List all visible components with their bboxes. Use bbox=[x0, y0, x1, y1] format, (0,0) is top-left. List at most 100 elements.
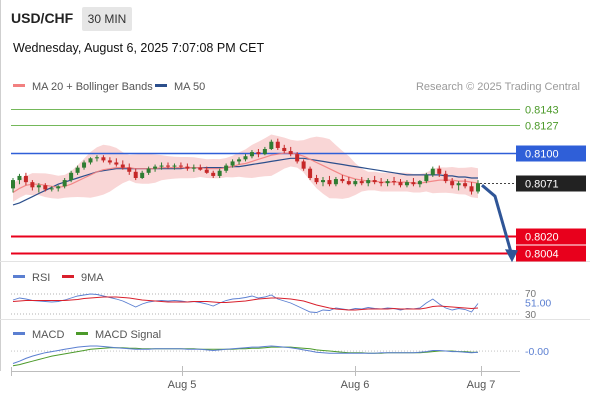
macd-current-value: -0.00 bbox=[525, 346, 549, 358]
candle-body-7 bbox=[56, 186, 61, 189]
candle-body-59 bbox=[392, 181, 397, 183]
candle-body-51 bbox=[340, 179, 345, 182]
candle-body-58 bbox=[385, 181, 390, 184]
candle-body-41 bbox=[275, 141, 280, 148]
level-tag-0.8071 bbox=[516, 175, 586, 192]
level-label-0.8020: 0.8020 bbox=[525, 232, 559, 244]
x-tick-label-0: Aug 5 bbox=[168, 379, 197, 391]
macd-line bbox=[12, 345, 479, 364]
rsi-legend-label: RSI bbox=[32, 272, 50, 284]
candle-body-19 bbox=[133, 171, 138, 178]
candle-body-70 bbox=[463, 183, 468, 187]
price-chart-legend: MA 20 + Bollinger Bands MA 50 Research © 2… bbox=[13, 81, 580, 93]
candle-body-55 bbox=[366, 180, 371, 184]
candle-body-67 bbox=[443, 173, 448, 182]
candle-body-10 bbox=[75, 167, 80, 173]
candle-body-45 bbox=[301, 161, 306, 169]
rsi-current-value: 51.00 bbox=[525, 298, 551, 310]
candle-body-31 bbox=[211, 172, 216, 176]
projection-arrow-head bbox=[505, 249, 518, 263]
legend-label-0: MA 20 + Bollinger Bands bbox=[32, 81, 153, 93]
candle-body-14 bbox=[101, 157, 106, 161]
legend-label-1: MA 50 bbox=[174, 81, 205, 93]
rsi-ma-legend-swatch bbox=[62, 275, 74, 278]
candle-body-62 bbox=[411, 182, 416, 185]
candle-body-6 bbox=[49, 188, 54, 190]
candle-body-11 bbox=[82, 162, 87, 168]
level-label-0.8071: 0.8071 bbox=[525, 179, 559, 191]
candle-body-30 bbox=[204, 169, 209, 173]
candle-body-27 bbox=[185, 166, 190, 169]
macd-signal-legend-swatch bbox=[76, 332, 88, 335]
projection-arrow-shaft bbox=[481, 184, 513, 253]
chart-credit: Research © 2025 Trading Central bbox=[416, 81, 580, 93]
level-tag-0.8100 bbox=[516, 145, 586, 162]
candle-body-8 bbox=[62, 180, 67, 187]
candle-body-56 bbox=[372, 180, 377, 183]
candle-body-49 bbox=[327, 180, 332, 185]
price-chart: 0.8143 0.8127 0.8100 0.8071 0.8020 0.8004 bbox=[11, 105, 586, 263]
candle-body-48 bbox=[321, 180, 325, 183]
candle-body-63 bbox=[417, 181, 422, 185]
candle-body-68 bbox=[450, 181, 455, 186]
candle-body-52 bbox=[346, 181, 351, 185]
macd-signal-legend-label: MACD Signal bbox=[95, 329, 161, 341]
level-label-0.8127: 0.8127 bbox=[525, 121, 559, 133]
candle-body-32 bbox=[217, 170, 222, 176]
legend-swatch-0 bbox=[13, 84, 25, 87]
bollinger-band bbox=[13, 134, 478, 202]
candle-body-2 bbox=[23, 175, 28, 183]
candle-body-17 bbox=[120, 164, 125, 168]
candle-body-12 bbox=[88, 158, 93, 163]
candle-body-72 bbox=[476, 183, 480, 192]
candle-body-15 bbox=[107, 160, 112, 163]
candle-body-46 bbox=[308, 168, 313, 178]
candle-body-64 bbox=[424, 174, 429, 182]
candle-body-57 bbox=[379, 182, 384, 184]
x-axis: Aug 5 Aug 6 Aug 7 bbox=[168, 366, 495, 391]
level-label-0.8143: 0.8143 bbox=[525, 105, 559, 117]
rsi-tick-30: 30 bbox=[525, 310, 537, 321]
level-tag-0.8004 bbox=[516, 245, 586, 262]
candle-body-22 bbox=[153, 166, 158, 169]
level-label-0.8100: 0.8100 bbox=[525, 149, 559, 161]
symbol-title: USD/CHF bbox=[11, 10, 74, 26]
candle-body-47 bbox=[314, 178, 319, 183]
candle-body-13 bbox=[94, 157, 99, 159]
candle-body-26 bbox=[178, 165, 183, 167]
candle-body-5 bbox=[43, 185, 48, 190]
candle-body-24 bbox=[166, 165, 170, 167]
datetime-label: Wednesday, August 6, 2025 7:07:08 PM CET bbox=[13, 41, 265, 55]
candle-body-3 bbox=[30, 182, 35, 188]
timeframe-badge[interactable]: 30 MIN bbox=[82, 7, 132, 31]
candle-body-38 bbox=[256, 152, 261, 155]
candle-body-1 bbox=[17, 175, 22, 181]
legend-swatch-1 bbox=[155, 84, 167, 87]
candle-body-53 bbox=[353, 181, 358, 185]
candle-body-44 bbox=[295, 154, 300, 162]
candle-body-0 bbox=[11, 180, 15, 189]
candle-body-71 bbox=[469, 186, 474, 192]
candle-body-33 bbox=[224, 165, 229, 171]
rsi-legend-swatch bbox=[13, 275, 25, 278]
candle-body-61 bbox=[404, 182, 409, 186]
candle-body-65 bbox=[430, 168, 435, 175]
candle-body-9 bbox=[69, 172, 74, 181]
candle-body-21 bbox=[146, 168, 151, 173]
candle-body-50 bbox=[333, 179, 338, 185]
rsi-tick-70: 70 bbox=[525, 289, 537, 300]
candle-body-35 bbox=[237, 159, 242, 162]
candle-body-42 bbox=[282, 147, 287, 152]
level-tag-0.8020 bbox=[516, 228, 586, 245]
candle-body-69 bbox=[456, 183, 461, 186]
chart-frame bbox=[0, 0, 590, 376]
macd-legend-label: MACD bbox=[32, 329, 64, 341]
candle-body-25 bbox=[172, 165, 177, 167]
ma50-line bbox=[12, 157, 478, 206]
candle-body-16 bbox=[114, 162, 119, 165]
candle-body-39 bbox=[262, 148, 267, 155]
candle-body-29 bbox=[198, 167, 203, 170]
rsi-ma-legend-label: 9MA bbox=[81, 272, 104, 284]
